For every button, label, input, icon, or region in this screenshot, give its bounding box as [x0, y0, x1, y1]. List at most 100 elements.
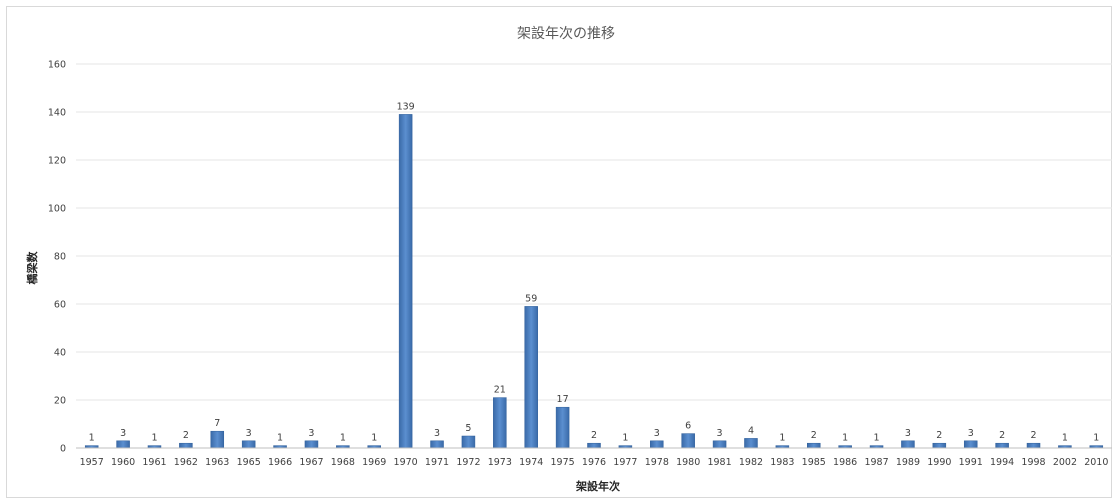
data-label-2002: 1: [1062, 433, 1068, 444]
data-label-1978: 3: [654, 428, 660, 439]
x-tick-label-1965: 1965: [237, 457, 261, 468]
bar-1994: [995, 442, 1009, 449]
data-label-1966: 1: [277, 433, 283, 444]
x-tick-label-1987: 1987: [864, 457, 888, 468]
data-label-1981: 3: [717, 428, 723, 439]
bar-1978: [650, 440, 664, 449]
data-label-1986: 1: [842, 433, 848, 444]
x-tick-label-1957: 1957: [80, 457, 104, 468]
bar-1967: [304, 440, 319, 449]
data-label-1987: 1: [874, 433, 880, 444]
data-label-1976: 2: [591, 430, 597, 441]
chart-title: 架設年次の推移: [517, 26, 615, 42]
data-label-1972: 5: [465, 423, 471, 434]
x-tick-label-1985: 1985: [802, 457, 826, 468]
x-tick-label-1977: 1977: [613, 457, 637, 468]
bar-1998: [1026, 442, 1041, 449]
data-label-1962: 2: [183, 430, 189, 441]
bar-1960: [116, 440, 130, 449]
data-label-1967: 3: [308, 428, 314, 439]
x-tick-label-1969: 1969: [362, 457, 386, 468]
data-label-1975: 17: [557, 394, 569, 405]
x-axis-title: 架設年次: [575, 479, 620, 493]
data-label-1968: 1: [340, 433, 346, 444]
data-label-1980: 6: [685, 421, 691, 432]
bar-1985: [807, 442, 821, 449]
x-axis-ticks: 1957 1960 1961 1962 1963 1965 1966 1967 1968 1969…: [80, 457, 1109, 468]
data-label-1970: 139: [397, 101, 415, 112]
bar-1980: [681, 433, 695, 449]
bar-1976: [587, 442, 601, 449]
x-tick-label-1990: 1990: [927, 457, 951, 468]
x-tick-label-1961: 1961: [142, 457, 166, 468]
data-label-1963: 7: [214, 418, 220, 429]
data-label-1982: 4: [748, 425, 754, 436]
y-tick-label: 0: [60, 444, 66, 455]
x-tick-label-1967: 1967: [299, 457, 323, 468]
bar-1971: [430, 440, 444, 449]
bar-1970: [398, 114, 413, 449]
bar-1991: [963, 440, 978, 449]
data-label-1974: 59: [525, 293, 537, 304]
x-tick-label-1966: 1966: [268, 457, 292, 468]
data-label-1960: 3: [120, 428, 126, 439]
data-label-1957: 1: [89, 433, 95, 444]
data-label-1983: 1: [779, 433, 785, 444]
bar-1963: [210, 430, 225, 449]
data-label-1990: 2: [936, 430, 942, 441]
data-label-1998: 2: [1030, 430, 1036, 441]
x-tick-label-1970: 1970: [394, 457, 418, 468]
x-tick-label-1962: 1962: [174, 457, 198, 468]
bar-1982: [744, 438, 758, 449]
y-tick-label: 20: [54, 396, 66, 407]
x-tick-label-1976: 1976: [582, 457, 606, 468]
data-label-1973: 21: [494, 385, 506, 396]
x-tick-label-1981: 1981: [707, 457, 731, 468]
y-axis-ticks: 0 20 40 60 80 100 120 140 160: [48, 60, 66, 455]
bar-1965: [241, 440, 256, 449]
data-label-1961: 1: [151, 433, 157, 444]
bar-1989: [901, 440, 915, 449]
data-label-1991: 3: [968, 428, 974, 439]
x-tick-label-1983: 1983: [770, 457, 794, 468]
data-label-1977: 1: [622, 433, 628, 444]
x-tick-label-1980: 1980: [676, 457, 700, 468]
x-tick-label-1986: 1986: [833, 457, 857, 468]
gridlines: [76, 63, 1112, 401]
y-tick-label: 160: [48, 60, 66, 71]
x-tick-label-1998: 1998: [1021, 457, 1045, 468]
x-tick-label-1991: 1991: [959, 457, 983, 468]
y-tick-label: 80: [54, 252, 66, 263]
x-tick-label-1974: 1974: [519, 457, 543, 468]
data-label-1971: 3: [434, 428, 440, 439]
x-tick-label-1968: 1968: [331, 457, 355, 468]
bar-1973: [493, 397, 507, 449]
x-tick-label-1994: 1994: [990, 457, 1014, 468]
data-label-1965: 3: [246, 428, 252, 439]
x-tick-label-1973: 1973: [488, 457, 512, 468]
bar-1981: [712, 440, 727, 449]
y-tick-label: 100: [48, 204, 66, 215]
y-tick-label: 60: [54, 300, 66, 311]
x-tick-label-2010: 2010: [1084, 457, 1108, 468]
x-tick-label-1978: 1978: [645, 457, 669, 468]
data-label-1994: 2: [999, 430, 1005, 441]
bar-1962: [179, 442, 193, 449]
data-label-2010: 1: [1093, 433, 1099, 444]
x-tick-label-1960: 1960: [111, 457, 135, 468]
data-label-1985: 2: [811, 430, 817, 441]
bar-1974: [524, 306, 538, 449]
bar-1990: [932, 442, 947, 449]
x-tick-label-1982: 1982: [739, 457, 763, 468]
y-axis-title: 橋梁数: [25, 251, 39, 285]
y-tick-label: 140: [48, 108, 66, 119]
x-tick-label-1971: 1971: [425, 457, 449, 468]
y-tick-label: 120: [48, 156, 66, 167]
y-tick-label: 40: [54, 348, 66, 359]
x-tick-label-1975: 1975: [551, 457, 575, 468]
bar-1975: [555, 406, 570, 449]
x-tick-label-1989: 1989: [896, 457, 920, 468]
data-label-1989: 3: [905, 428, 911, 439]
